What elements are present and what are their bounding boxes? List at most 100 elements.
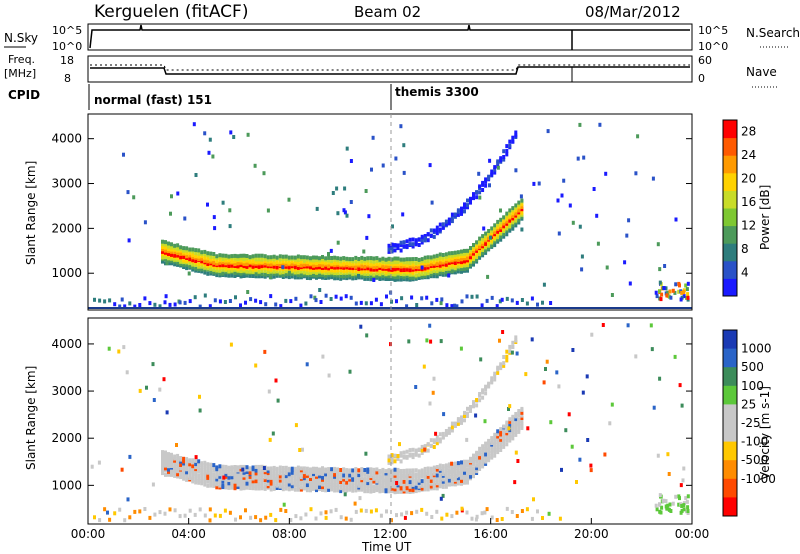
velocity-echo-cell xyxy=(318,469,321,474)
power-echo-cell xyxy=(173,253,177,258)
power-echo-cell xyxy=(315,268,318,273)
power-echo-cell xyxy=(496,159,500,164)
velocity-echo-cell xyxy=(490,445,494,450)
power-echo-cell xyxy=(456,250,460,255)
power-near-range-cell xyxy=(133,304,137,309)
power-noise-cell xyxy=(165,261,169,266)
velocity-echo-cell xyxy=(514,422,518,427)
power-ylabel: Slant Range [km] xyxy=(24,161,38,265)
power-echo-cell xyxy=(456,266,460,271)
power-echo-cell xyxy=(203,262,207,267)
power-near-range-cell xyxy=(470,294,474,299)
velocity-echo-cell xyxy=(502,363,506,368)
power-echo-cell xyxy=(511,223,515,228)
velocity-echo-cell xyxy=(272,465,276,470)
power-echo-cell xyxy=(302,255,306,260)
power-echo-cell xyxy=(432,268,436,273)
power-echo-cell xyxy=(372,259,376,264)
velocity-near-range-cell xyxy=(445,512,449,517)
power-echo-cell xyxy=(505,221,509,226)
velocity-echo-cell xyxy=(466,411,469,416)
power-echo-cell xyxy=(182,255,186,259)
power-near-range-cell xyxy=(334,294,338,299)
velocity-echo-cell xyxy=(453,461,457,466)
power-echo-cell xyxy=(475,244,479,249)
velocity-near-range-cell xyxy=(455,510,459,515)
power-late-echo-cell xyxy=(664,286,668,291)
power-near-range-cell xyxy=(314,298,318,303)
power-echo-cell xyxy=(176,262,180,267)
power-near-range-cell xyxy=(324,293,328,298)
power-echo-cell xyxy=(194,266,198,271)
velocity-echo-cell xyxy=(281,478,285,483)
power-echo-cell xyxy=(438,227,442,232)
power-echo-cell xyxy=(321,264,324,268)
velocity-echo-cell xyxy=(384,476,388,481)
velocity-echo-cell xyxy=(396,471,400,476)
velocity-echo-cell xyxy=(493,446,497,450)
velocity-echo-cell xyxy=(182,459,186,464)
velocity-noise-cell xyxy=(679,483,683,488)
power-echo-cell xyxy=(312,269,315,274)
velocity-echo-cell xyxy=(164,472,167,477)
power-echo-cell xyxy=(481,234,485,239)
velocity-echo-cell xyxy=(302,482,306,487)
velocity-echo-cell xyxy=(429,478,433,483)
power-echo-cell xyxy=(466,203,469,208)
power-echo-cell xyxy=(296,257,300,262)
power-echo-cell xyxy=(182,258,186,263)
velocity-echo-cell xyxy=(263,478,267,482)
velocity-ytick-label: 1000 xyxy=(51,478,82,492)
velocity-colorbar-cell xyxy=(723,423,737,443)
power-noise-cell xyxy=(420,265,424,270)
power-near-range-cell xyxy=(123,304,127,309)
power-echo-cell xyxy=(460,206,463,211)
velocity-echo-cell xyxy=(414,476,418,481)
power-noise-cell xyxy=(287,197,291,202)
power-echo-cell xyxy=(441,272,445,277)
velocity-noise-cell xyxy=(271,431,275,436)
power-echo-cell xyxy=(209,255,213,259)
velocity-echo-cell xyxy=(284,476,288,481)
velocity-near-range-cell xyxy=(299,516,303,521)
velocity-echo-cell xyxy=(312,472,315,477)
power-echo-cell xyxy=(505,152,509,157)
power-echo-cell xyxy=(281,254,285,259)
power-noise-cell xyxy=(499,208,502,213)
velocity-echo-cell xyxy=(330,470,334,475)
power-near-range-cell xyxy=(359,300,363,305)
velocity-noise-cell xyxy=(658,376,662,381)
power-near-range-cell xyxy=(374,297,378,302)
velocity-echo-cell xyxy=(444,478,448,483)
velocity-near-range-cell xyxy=(138,509,142,514)
velocity-echo-cell xyxy=(296,482,300,487)
noise-right-tick-bottom: 10^0 xyxy=(698,40,728,53)
power-echo-cell xyxy=(296,265,300,270)
velocity-echo-cell xyxy=(209,475,213,480)
power-echo-cell xyxy=(472,251,475,256)
velocity-echo-cell xyxy=(447,474,451,479)
power-echo-cell xyxy=(372,256,376,261)
velocity-echo-cell xyxy=(514,428,518,432)
power-echo-cell xyxy=(375,264,379,269)
power-echo-cell xyxy=(251,254,255,259)
power-echo-cell xyxy=(176,251,180,256)
velocity-echo-cell xyxy=(460,471,463,476)
velocity-echo-cell xyxy=(305,468,309,473)
velocity-late-echo-cell xyxy=(684,496,688,501)
power-echo-cell xyxy=(194,248,198,253)
power-echo-cell xyxy=(369,262,373,267)
velocity-noise-cell xyxy=(555,370,559,375)
velocity-echo-cell xyxy=(312,477,315,482)
velocity-echo-cell xyxy=(182,474,186,479)
power-echo-cell xyxy=(315,265,318,270)
power-echo-cell xyxy=(188,251,192,256)
power-echo-cell xyxy=(236,266,240,271)
velocity-echo-cell xyxy=(381,476,385,481)
power-echo-cell xyxy=(499,158,503,163)
power-echo-cell xyxy=(490,228,494,233)
velocity-late-echo-cell xyxy=(666,503,670,508)
velocity-echo-cell xyxy=(269,487,273,492)
velocity-echo-cell xyxy=(402,487,406,492)
power-echo-cell xyxy=(502,215,506,220)
